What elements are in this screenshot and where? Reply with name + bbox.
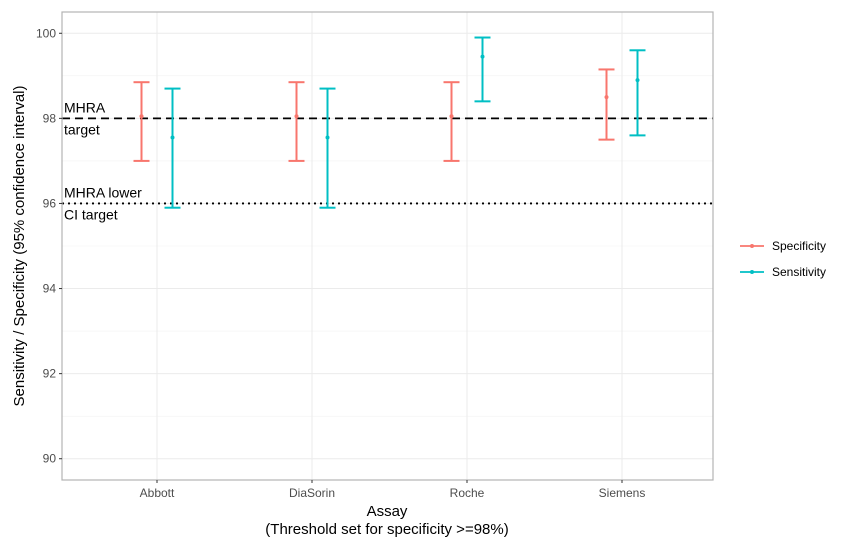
chart-marks <box>133 36 646 209</box>
specificity-diasorin-point <box>294 114 299 119</box>
x-tick-label: Siemens <box>599 486 646 500</box>
panel-border <box>61 11 714 481</box>
legend-label-sensitivity: Sensitivity <box>772 265 826 279</box>
sensitivity-diasorin-point <box>325 135 330 140</box>
specificity-roche-point <box>449 114 454 119</box>
y-axis-ticks: 90 92 94 96 98 100 <box>36 26 62 466</box>
legend-label-specificity: Specificity <box>772 239 826 253</box>
reference-label: CI target <box>64 206 118 222</box>
specificity-abbott-point <box>139 114 144 119</box>
x-axis-title: Assay <box>367 503 408 520</box>
y-tick-label: 96 <box>43 196 57 210</box>
y-tick-label: 100 <box>36 26 56 40</box>
y-tick-label: 94 <box>43 282 57 296</box>
y-axis-title: Sensitivity / Specificity (95% confidenc… <box>11 86 28 407</box>
specificity-siemens-point <box>604 95 609 100</box>
y-tick-label: 90 <box>43 452 57 466</box>
reference-lines: MHRA target MHRA lower CI target <box>62 99 713 222</box>
x-tick-label: Roche <box>450 486 485 500</box>
x-axis-subtitle: (Threshold set for specificity >=98%) <box>265 521 508 538</box>
legend-key-point <box>750 270 754 274</box>
x-tick-label: DiaSorin <box>289 486 335 500</box>
x-axis-ticks: Abbott DiaSorin Roche Siemens <box>140 480 646 500</box>
y-tick-label: 98 <box>43 111 57 125</box>
reference-label: target <box>64 121 100 137</box>
reference-label: MHRA lower <box>64 184 142 200</box>
legend-key-point <box>750 244 754 248</box>
sensitivity-roche-point <box>480 54 485 59</box>
reference-label: MHRA <box>64 99 106 115</box>
sensitivity-abbott-point <box>170 135 175 140</box>
sensitivity-siemens-point <box>635 78 640 83</box>
x-tick-label: Abbott <box>140 486 175 500</box>
y-tick-label: 92 <box>43 367 57 381</box>
legend: Specificity Sensitivity <box>740 239 826 279</box>
